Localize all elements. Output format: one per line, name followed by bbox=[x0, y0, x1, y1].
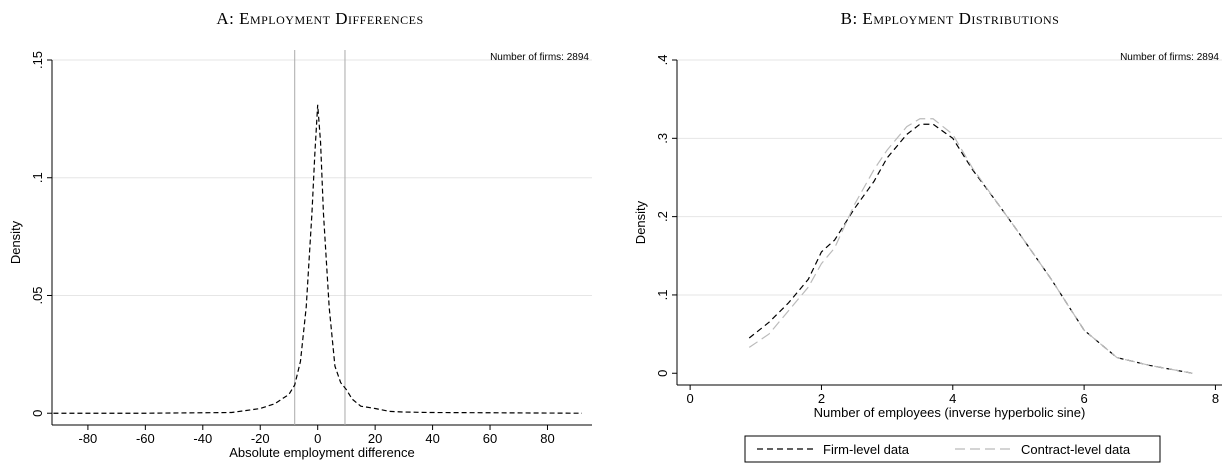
x-tick-label: 60 bbox=[483, 431, 497, 446]
y-axis-label: Density bbox=[8, 220, 23, 264]
density-line bbox=[53, 104, 582, 414]
x-tick-label: 20 bbox=[368, 431, 382, 446]
chart-title: B: Employment Distributions bbox=[841, 9, 1060, 28]
y-tick-label: .2 bbox=[655, 211, 670, 222]
annotation: Number of firms: 2894 bbox=[490, 52, 589, 63]
x-axis-label: Absolute employment difference bbox=[229, 445, 414, 460]
chart-title: A: Employment Differences bbox=[216, 9, 423, 28]
y-tick-label: .05 bbox=[30, 286, 45, 304]
x-tick-label: 8 bbox=[1212, 391, 1219, 406]
legend-label: Contract-level data bbox=[1021, 442, 1131, 457]
x-tick-label: 6 bbox=[1080, 391, 1087, 406]
x-axis-label: Number of employees (inverse hyperbolic … bbox=[814, 405, 1086, 420]
y-tick-label: .3 bbox=[655, 133, 670, 144]
x-tick-label: -40 bbox=[193, 431, 212, 446]
density-line bbox=[748, 118, 1193, 374]
legend-label: Firm-level data bbox=[823, 442, 910, 457]
legend-box bbox=[744, 435, 1161, 463]
x-tick-label: 4 bbox=[949, 391, 956, 406]
annotation: Number of firms: 2894 bbox=[1120, 52, 1219, 63]
x-tick-label: 0 bbox=[687, 391, 694, 406]
x-tick-label: -80 bbox=[79, 431, 98, 446]
x-tick-label: 2 bbox=[818, 391, 825, 406]
x-tick-label: -20 bbox=[251, 431, 270, 446]
y-tick-label: .1 bbox=[655, 290, 670, 301]
density-line bbox=[748, 123, 1193, 374]
y-tick-label: 0 bbox=[30, 410, 45, 417]
x-tick-label: 0 bbox=[314, 431, 321, 446]
x-tick-label: 40 bbox=[425, 431, 439, 446]
y-tick-label: .1 bbox=[30, 172, 45, 183]
y-axis-label: Density bbox=[633, 200, 648, 244]
y-tick-label: .4 bbox=[655, 55, 670, 66]
y-tick-label: 0 bbox=[655, 370, 670, 377]
x-tick-label: 80 bbox=[540, 431, 554, 446]
x-tick-label: -60 bbox=[136, 431, 155, 446]
y-tick-label: .15 bbox=[30, 51, 45, 69]
